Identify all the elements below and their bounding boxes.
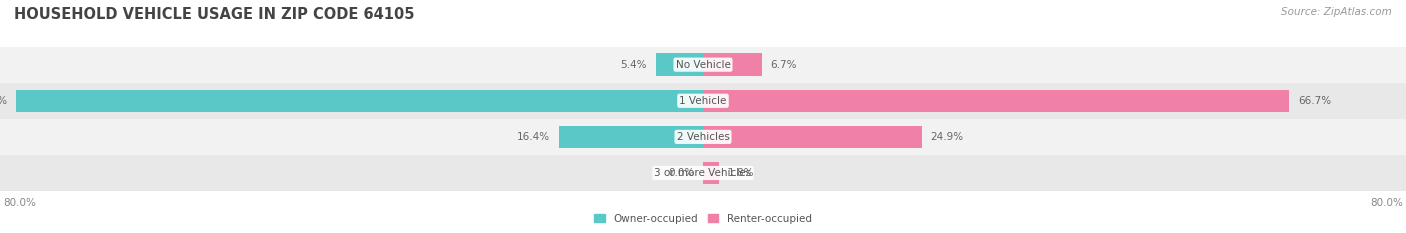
Text: 80.0%: 80.0%	[1371, 198, 1403, 208]
Text: 2 Vehicles: 2 Vehicles	[676, 132, 730, 142]
Text: 3 or more Vehicles: 3 or more Vehicles	[654, 168, 752, 178]
Text: 5.4%: 5.4%	[620, 60, 647, 70]
Bar	[0, 83, 1406, 119]
Bar	[703, 89, 1289, 112]
Text: 0.0%: 0.0%	[668, 168, 695, 178]
Bar	[655, 53, 703, 76]
Text: 1.8%: 1.8%	[728, 168, 754, 178]
Text: 78.2%: 78.2%	[0, 96, 7, 106]
Legend: Owner-occupied, Renter-occupied: Owner-occupied, Renter-occupied	[591, 209, 815, 228]
Text: Source: ZipAtlas.com: Source: ZipAtlas.com	[1281, 7, 1392, 17]
Text: 66.7%: 66.7%	[1298, 96, 1331, 106]
Text: No Vehicle: No Vehicle	[675, 60, 731, 70]
Text: 24.9%: 24.9%	[931, 132, 963, 142]
Text: 6.7%: 6.7%	[770, 60, 797, 70]
Text: HOUSEHOLD VEHICLE USAGE IN ZIP CODE 64105: HOUSEHOLD VEHICLE USAGE IN ZIP CODE 6410…	[14, 7, 415, 22]
Text: 1 Vehicle: 1 Vehicle	[679, 96, 727, 106]
Bar	[0, 47, 1406, 83]
Bar	[15, 89, 703, 112]
Bar	[703, 53, 762, 76]
Bar	[560, 126, 703, 148]
Text: 16.4%: 16.4%	[517, 132, 550, 142]
Bar	[0, 155, 1406, 191]
Text: 80.0%: 80.0%	[3, 198, 35, 208]
Bar	[703, 162, 718, 184]
Bar	[0, 119, 1406, 155]
Bar	[703, 126, 922, 148]
